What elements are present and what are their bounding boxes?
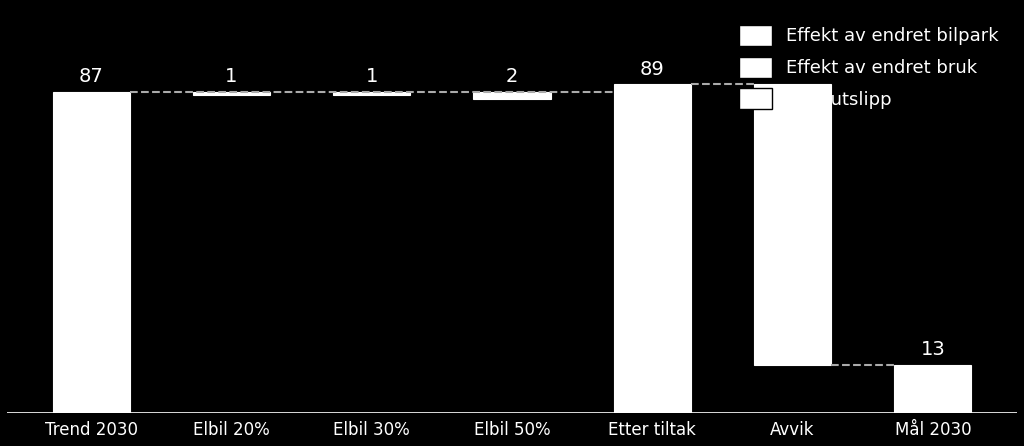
Legend: Effekt av endret bilpark, Effekt av endret bruk, CO2-utslipp: Effekt av endret bilpark, Effekt av endr… [730, 16, 1008, 118]
Bar [754, 84, 831, 365]
Text: 87: 87 [79, 67, 103, 86]
Bar [52, 92, 130, 413]
Text: 1: 1 [225, 67, 238, 86]
Bar [333, 92, 411, 95]
Text: 13: 13 [921, 340, 945, 359]
Bar [894, 365, 972, 413]
Bar [613, 84, 691, 413]
Bar [193, 92, 270, 95]
Text: 2: 2 [506, 67, 518, 86]
Text: 89: 89 [640, 60, 665, 79]
Text: 1: 1 [366, 67, 378, 86]
Bar [473, 92, 551, 99]
